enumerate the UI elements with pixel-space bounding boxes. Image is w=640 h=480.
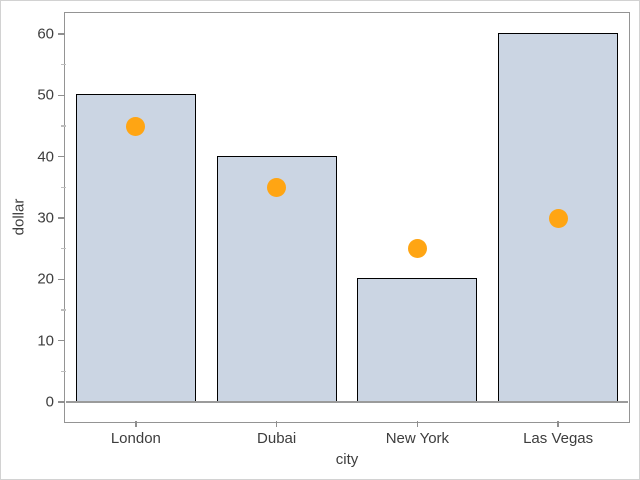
y-major-tick <box>57 94 65 97</box>
y-tick-label: 40 <box>37 148 54 166</box>
y-tick-label: 50 <box>37 86 54 104</box>
y-major-tick <box>57 217 65 219</box>
marker-london <box>126 116 146 136</box>
x-tick-label-new-york: New York <box>385 430 450 447</box>
marker-new-york <box>407 239 427 259</box>
marker-dubai <box>267 177 287 197</box>
x-tick <box>135 421 137 427</box>
y-minor-tick <box>61 370 66 372</box>
y-tick-label: 30 <box>37 209 54 227</box>
y-major-tick <box>57 278 65 281</box>
marker-las-vegas <box>548 208 568 228</box>
x-tick-label-london: London <box>110 430 161 447</box>
y-minor-tick <box>61 125 66 127</box>
x-tick <box>275 421 278 427</box>
y-major-tick <box>57 401 65 403</box>
y-tick-label: 60 <box>37 25 54 43</box>
y-tick-label: 20 <box>37 270 54 288</box>
x-tick-label-dubai: Dubai <box>257 430 297 447</box>
bar-london <box>75 94 196 402</box>
y-tick-label: 0 <box>45 393 54 411</box>
y-tick-label: 10 <box>37 332 54 350</box>
y-minor-tick <box>61 248 66 250</box>
x-tick <box>416 421 419 427</box>
y-major-tick <box>57 33 65 35</box>
y-minor-tick <box>61 309 66 311</box>
y-major-tick <box>57 155 65 158</box>
x-tick <box>557 421 559 427</box>
y-minor-tick <box>61 186 66 188</box>
x-tick-label-las-vegas: Las Vegas <box>523 430 594 447</box>
y-minor-tick <box>61 64 66 66</box>
y-major-tick <box>57 339 65 342</box>
x-axis-label: city <box>335 451 359 468</box>
zero-baseline <box>66 401 628 403</box>
y-axis-label: dollar <box>10 198 28 236</box>
bar-new-york <box>357 278 478 402</box>
